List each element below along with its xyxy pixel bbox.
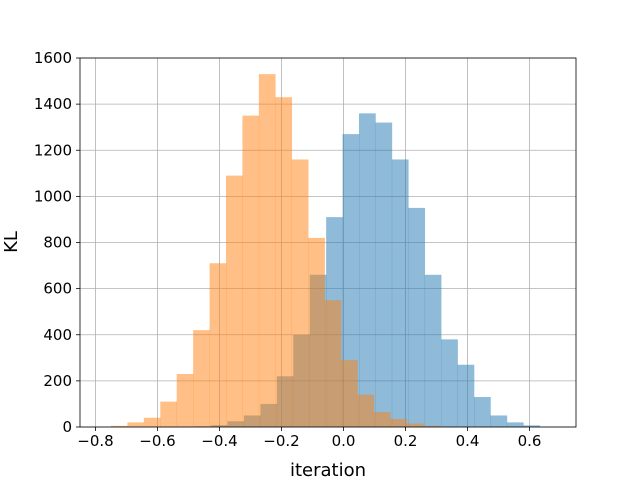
x-tick-label: −0.2 <box>263 432 299 450</box>
histogram-bar-series-1 <box>457 364 475 427</box>
histogram-bar-series-2 <box>209 263 227 427</box>
histogram-bar-series-1 <box>490 415 508 427</box>
x-tick-label: 0.6 <box>518 432 542 450</box>
x-tick-label: −0.4 <box>201 432 237 450</box>
histogram-bar-series-2 <box>373 412 391 427</box>
histogram-bar-series-2 <box>258 74 276 428</box>
y-tick-label: 1000 <box>34 187 72 205</box>
histogram-bar-series-2 <box>324 300 342 427</box>
y-axis-label: KL <box>1 231 22 253</box>
histogram-bar-series-2 <box>160 401 178 427</box>
histogram-bar-series-1 <box>424 274 442 427</box>
histogram-bar-series-2 <box>143 417 161 427</box>
histogram-bar-series-2 <box>226 175 243 427</box>
y-axis-ticks: 0 200 400 600 800 1000 1200 1400 1600 <box>34 49 80 436</box>
histogram-bar-series-2 <box>390 418 408 427</box>
histogram-bar-series-1 <box>375 122 393 427</box>
x-tick-label: −0.8 <box>77 432 113 450</box>
histogram-bar-series-1 <box>474 397 491 427</box>
histogram-bar-series-1 <box>342 134 360 427</box>
x-tick-label: −0.6 <box>139 432 175 450</box>
histogram-bar-series-1 <box>523 425 541 427</box>
x-axis-ticks: −0.8 −0.6 −0.4 −0.2 0.0 0.2 0.4 0.6 <box>77 427 541 450</box>
histogram-bar-series-2 <box>308 237 325 427</box>
histogram-bar-series-1 <box>359 113 376 427</box>
x-tick-label: 0.2 <box>394 432 418 450</box>
histogram-bars <box>111 74 541 428</box>
y-tick-label: 400 <box>43 326 72 344</box>
histogram-bar-series-2 <box>357 394 375 427</box>
histogram-bar-series-2 <box>423 425 440 427</box>
histogram-bar-series-2 <box>341 360 358 427</box>
y-tick-label: 0 <box>62 418 72 436</box>
y-tick-label: 1400 <box>34 95 72 113</box>
y-tick-label: 1600 <box>34 49 72 67</box>
histogram-bar-series-1 <box>391 159 409 427</box>
histogram-bar-series-1 <box>441 339 458 427</box>
y-tick-label: 1200 <box>34 141 72 159</box>
x-tick-label: 0.0 <box>332 432 356 450</box>
histogram-bar-series-2 <box>193 330 210 427</box>
histogram-bar-series-1 <box>506 422 524 427</box>
histogram-bar-series-2 <box>275 97 293 428</box>
y-tick-label: 200 <box>43 372 72 390</box>
x-tick-label: 0.4 <box>456 432 480 450</box>
y-tick-label: 800 <box>43 234 72 252</box>
histogram-bar-series-2 <box>406 423 424 427</box>
histogram-bar-series-1 <box>408 207 426 427</box>
histogram-bar-series-2 <box>111 425 128 427</box>
histogram-bar-series-2 <box>242 115 260 427</box>
histogram-bar-series-2 <box>176 373 194 427</box>
histogram-bar-series-2 <box>291 159 309 427</box>
y-tick-label: 600 <box>43 280 72 298</box>
histogram-bar-series-2 <box>127 422 145 427</box>
x-axis-label: iteration <box>290 460 366 480</box>
